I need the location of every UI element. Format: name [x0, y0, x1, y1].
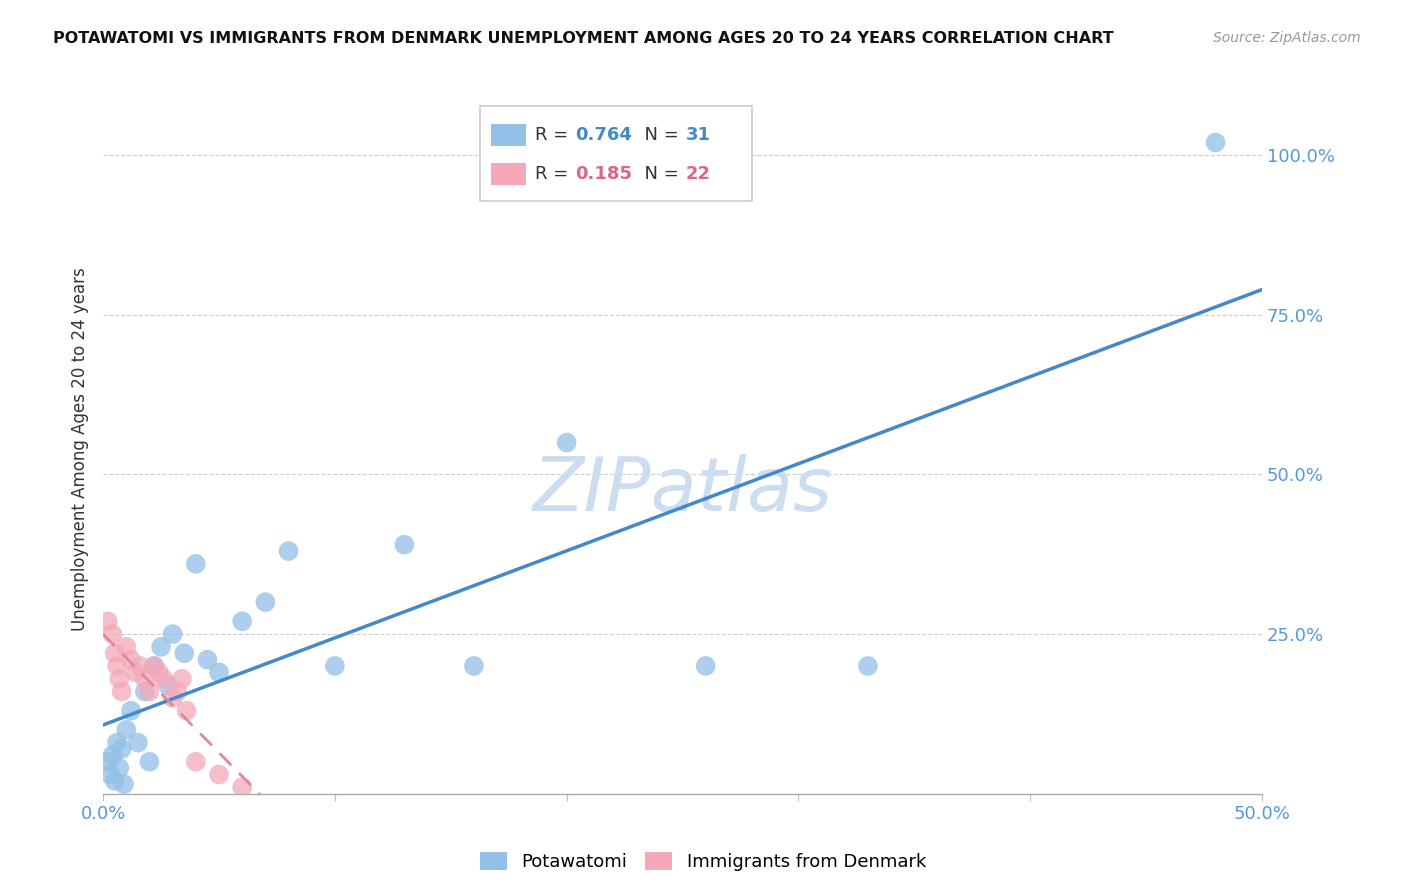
Immigrants from Denmark	[152, 672, 174, 686]
Text: R =: R =	[536, 127, 574, 145]
Text: POTAWATOMI VS IMMIGRANTS FROM DENMARK UNEMPLOYMENT AMONG AGES 20 TO 24 YEARS COR: POTAWATOMI VS IMMIGRANTS FROM DENMARK UN…	[53, 31, 1114, 46]
Potawatomi	[555, 435, 578, 450]
Immigrants from Denmark	[105, 659, 128, 673]
Immigrants from Denmark	[231, 780, 253, 795]
Potawatomi	[231, 615, 253, 629]
Potawatomi	[184, 557, 207, 571]
Immigrants from Denmark	[134, 672, 156, 686]
Potawatomi	[115, 723, 138, 737]
Bar	[491, 163, 526, 185]
Potawatomi	[197, 652, 219, 666]
Text: 0.764: 0.764	[575, 127, 631, 145]
Potawatomi	[463, 659, 485, 673]
Immigrants from Denmark	[111, 684, 134, 698]
Text: 0.185: 0.185	[575, 165, 631, 183]
Potawatomi	[323, 659, 346, 673]
Immigrants from Denmark	[184, 755, 207, 769]
Potawatomi	[143, 659, 166, 673]
Potawatomi	[150, 640, 173, 654]
Text: N =: N =	[633, 165, 685, 183]
Potawatomi	[138, 755, 160, 769]
Immigrants from Denmark	[143, 659, 166, 673]
Text: 31: 31	[686, 127, 711, 145]
Potawatomi	[394, 538, 416, 552]
Potawatomi	[101, 748, 124, 763]
Potawatomi	[1205, 136, 1227, 150]
Immigrants from Denmark	[148, 665, 170, 680]
Potawatomi	[105, 736, 128, 750]
Immigrants from Denmark	[97, 615, 120, 629]
Immigrants from Denmark	[108, 672, 131, 686]
Potawatomi	[162, 627, 184, 641]
Immigrants from Denmark	[176, 704, 198, 718]
Potawatomi	[127, 736, 149, 750]
Immigrants from Denmark	[166, 684, 188, 698]
Text: R =: R =	[536, 165, 574, 183]
Potawatomi	[108, 761, 131, 775]
Potawatomi	[111, 742, 134, 756]
Text: Source: ZipAtlas.com: Source: ZipAtlas.com	[1213, 31, 1361, 45]
Potawatomi	[134, 684, 156, 698]
Text: ZIPatlas: ZIPatlas	[533, 454, 832, 526]
Potawatomi	[856, 659, 879, 673]
Immigrants from Denmark	[101, 627, 124, 641]
Potawatomi	[695, 659, 717, 673]
Immigrants from Denmark	[104, 646, 127, 660]
Immigrants from Denmark	[170, 672, 193, 686]
Potawatomi	[104, 773, 127, 788]
Potawatomi	[254, 595, 277, 609]
Legend: Potawatomi, Immigrants from Denmark: Potawatomi, Immigrants from Denmark	[472, 846, 934, 879]
FancyBboxPatch shape	[479, 106, 752, 202]
Text: N =: N =	[633, 127, 685, 145]
Immigrants from Denmark	[208, 767, 231, 781]
Bar	[491, 124, 526, 146]
Text: 22: 22	[686, 165, 711, 183]
Potawatomi	[120, 704, 142, 718]
Immigrants from Denmark	[138, 684, 160, 698]
Potawatomi	[98, 767, 121, 781]
Potawatomi	[157, 678, 180, 692]
Potawatomi	[97, 755, 120, 769]
Immigrants from Denmark	[162, 690, 184, 705]
Potawatomi	[208, 665, 231, 680]
Immigrants from Denmark	[115, 640, 138, 654]
Potawatomi	[112, 777, 135, 791]
Immigrants from Denmark	[129, 659, 152, 673]
Potawatomi	[173, 646, 195, 660]
Immigrants from Denmark	[120, 652, 142, 666]
Immigrants from Denmark	[124, 665, 146, 680]
Y-axis label: Unemployment Among Ages 20 to 24 years: Unemployment Among Ages 20 to 24 years	[72, 267, 89, 631]
Potawatomi	[277, 544, 299, 558]
